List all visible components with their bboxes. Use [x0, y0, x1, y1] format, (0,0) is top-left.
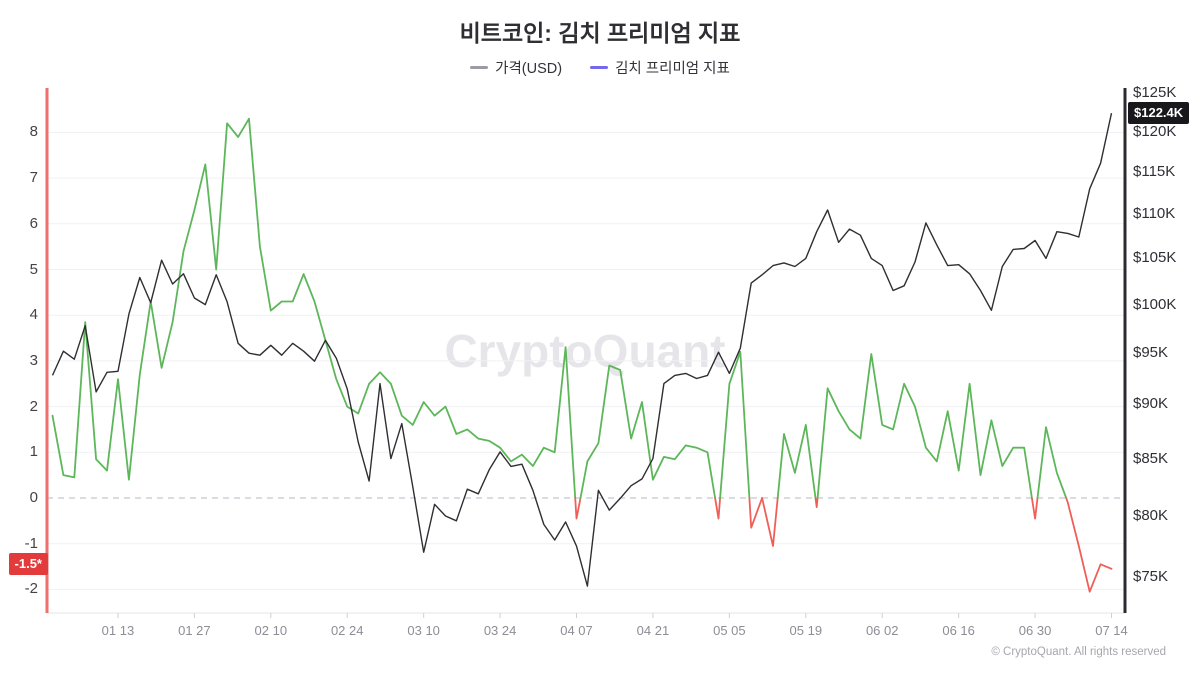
x-axis-tick-label: 07 14	[1095, 623, 1128, 638]
right-axis-tick-label: $85K	[1133, 449, 1169, 467]
legend-premium-label: 김치 프리미엄 지표	[615, 61, 730, 77]
left-axis-tick-label: -2	[24, 580, 38, 598]
legend-item-price[interactable]: 가격(USD)	[470, 57, 562, 78]
premium-line-series	[1031, 497, 1039, 520]
premium-line-series	[51, 117, 577, 499]
premium-line-series	[814, 497, 819, 509]
x-axis-tick-label: 03 10	[407, 623, 440, 638]
premium-line-series	[714, 497, 721, 520]
x-axis-tick-label: 02 10	[254, 623, 288, 638]
left-axis-tick-label: 0	[29, 489, 38, 506]
x-axis-tick-label: 06 16	[942, 623, 975, 638]
x-axis-tick-label: 04 07	[560, 623, 593, 638]
left-axis-tick-label: 7	[29, 169, 38, 187]
right-axis-tick-label: $115K	[1133, 163, 1176, 181]
left-axis-tick-label: 4	[29, 306, 38, 324]
x-axis-tick-label: 06 02	[865, 623, 899, 638]
x-axis-tick-label: 05 05	[713, 623, 746, 638]
x-axis-tick-label: 01 27	[178, 623, 211, 638]
premium-current-value-badge: -1.5*	[8, 553, 48, 576]
premium-line-series	[761, 497, 779, 547]
left-axis-tick-label: -1	[24, 534, 38, 552]
right-axis-tick-label: $80K	[1133, 507, 1169, 525]
x-axis-tick-label: 01 13	[101, 623, 135, 638]
premium-line-series	[748, 497, 763, 529]
right-axis-tick-label: $75K	[1133, 568, 1169, 586]
premium-line-series	[816, 353, 1033, 499]
premium-line-series	[1065, 497, 1113, 593]
left-axis-tick-label: 3	[29, 351, 38, 369]
chart-legend: 가격(USD) 김치 프리미엄 지표	[0, 57, 1200, 78]
left-axis-tick-label: 2	[29, 397, 38, 415]
left-axis-tick-label: 6	[29, 214, 38, 232]
premium-line-swatch-icon	[590, 66, 609, 69]
right-axis-tick-label: $100K	[1133, 295, 1177, 313]
right-axis-tick-label: $120K	[1133, 122, 1177, 140]
right-axis-tick-label: $110K	[1133, 205, 1176, 223]
left-axis-tick-label: 1	[29, 443, 38, 461]
x-axis-tick-label: 06 30	[1018, 623, 1052, 638]
copyright-notice: © CryptoQuant. All rights reserved	[991, 646, 1166, 658]
legend-price-label: 가격(USD)	[495, 61, 563, 77]
left-axis-tick-label: 8	[29, 123, 38, 141]
right-axis-tick-label: $90K	[1133, 395, 1169, 413]
cryptoquant-watermark: CryptoQuant	[444, 325, 726, 377]
right-axis-tick-label: $125K	[1133, 84, 1177, 102]
right-axis-tick-label: $95K	[1133, 344, 1169, 362]
premium-line-series	[719, 350, 751, 499]
price-current-value-badge: $122.4K	[1128, 102, 1190, 125]
premium-line-series	[579, 364, 716, 499]
x-axis-tick-label: 03 24	[483, 623, 517, 638]
left-axis-tick-label: 5	[29, 260, 38, 278]
x-axis-tick-label: 02 24	[330, 623, 364, 638]
x-axis-tick-label: 04 21	[636, 623, 670, 638]
legend-item-premium[interactable]: 김치 프리미엄 지표	[590, 57, 730, 78]
premium-line-series	[776, 423, 817, 499]
price-line-swatch-icon	[470, 66, 489, 69]
page-title: 비트코인: 김치 프리미엄 지표	[459, 20, 741, 46]
premium-line-series	[1036, 426, 1068, 499]
right-axis-tick-label: $105K	[1133, 249, 1177, 267]
price-line-series	[51, 112, 1113, 587]
premium-line-series	[574, 497, 582, 520]
x-axis-tick-label: 05 19	[789, 623, 823, 638]
